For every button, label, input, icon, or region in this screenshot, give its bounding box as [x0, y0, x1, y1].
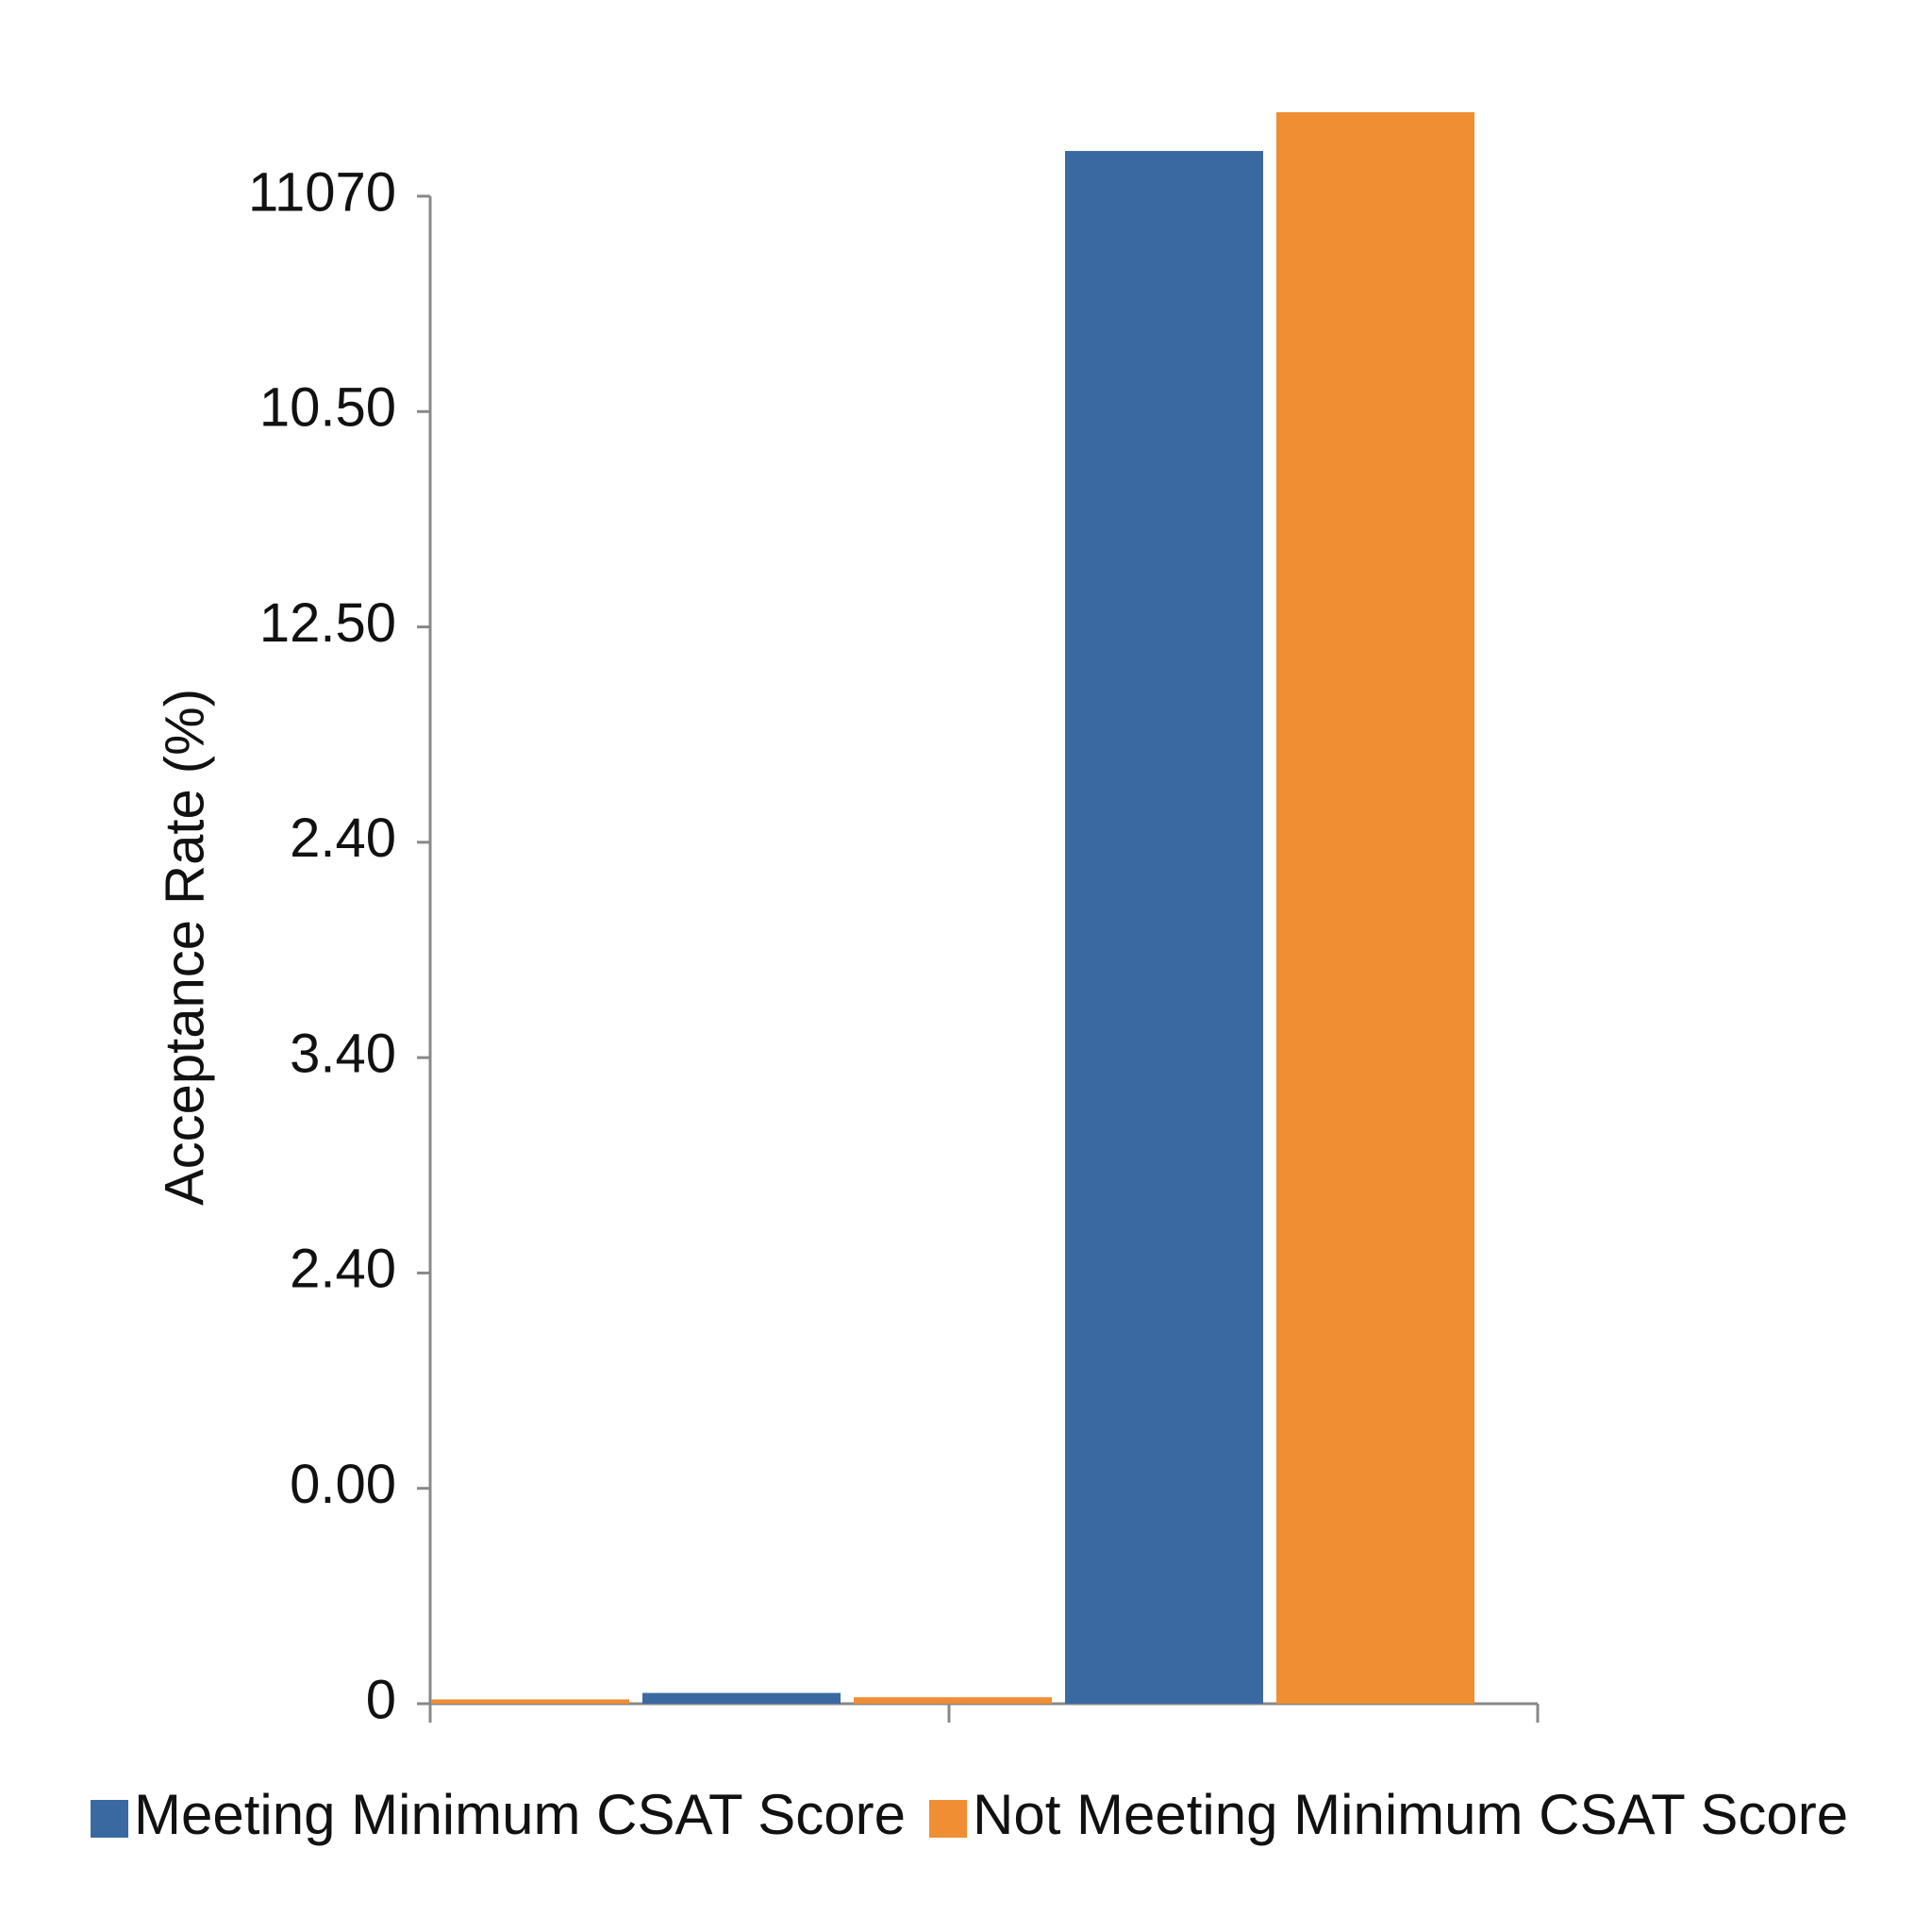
y-tick-label: 2.40: [290, 1239, 396, 1300]
legend-label: Meeting Minimum CSAT Score: [134, 1783, 906, 1846]
bar: [1276, 111, 1474, 1704]
legend-label: Not Meeting Minimum CSAT Score: [973, 1783, 1848, 1846]
bar: [854, 1697, 1052, 1704]
legend-swatch: [91, 1800, 128, 1838]
y-tick-label: 2.40: [290, 808, 396, 869]
y-tick-label: 0.00: [290, 1454, 396, 1515]
y-tick-label: 11070: [248, 161, 396, 223]
bar: [642, 1692, 841, 1704]
y-tick-label: 0: [366, 1669, 396, 1730]
y-axis-title: Acceptance Rate (%): [154, 689, 215, 1206]
y-tick-label: 10.50: [259, 377, 396, 439]
y-tick-label: 12.50: [259, 592, 396, 654]
legend-swatch: [929, 1800, 967, 1838]
bar: [431, 1699, 629, 1704]
y-tick-label: 3.40: [290, 1023, 396, 1084]
bar: [1065, 151, 1263, 1704]
